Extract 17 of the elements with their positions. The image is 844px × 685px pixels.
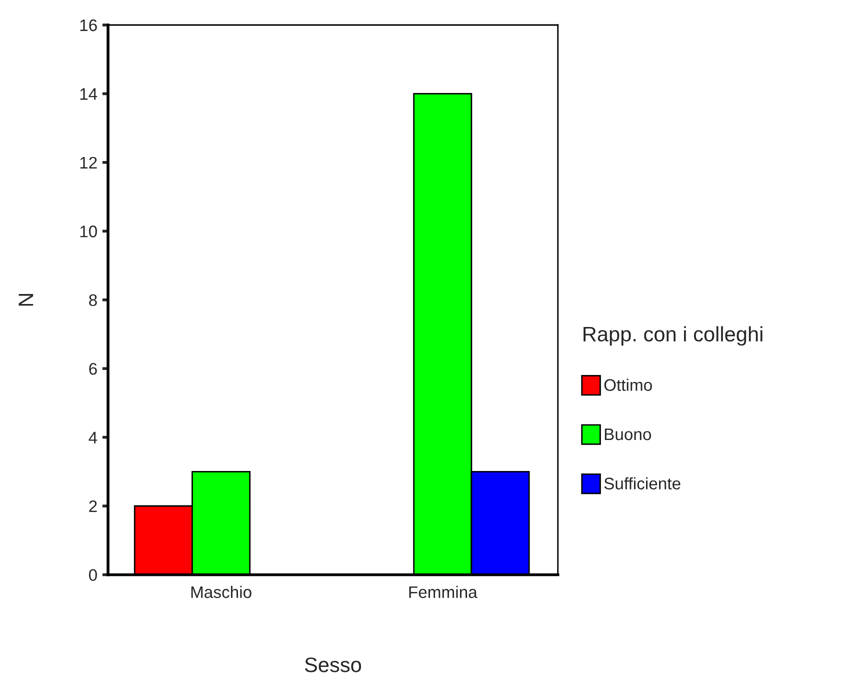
y-tick-label: 10 bbox=[80, 226, 97, 238]
legend-label: Buono bbox=[604, 428, 652, 440]
y-tick-label: 14 bbox=[80, 88, 98, 100]
legend-title: Rapp. con i colleghi bbox=[584, 326, 762, 346]
y-axis-title: N bbox=[18, 294, 34, 306]
y-tick-label: 6 bbox=[89, 362, 97, 375]
y-tick-label: 2 bbox=[89, 500, 97, 512]
x-axis-title: Sesso bbox=[304, 657, 362, 672]
y-tick-label: 16 bbox=[80, 19, 97, 32]
legend-label: Sufficiente bbox=[604, 477, 680, 490]
y-tick-label: 0 bbox=[89, 569, 97, 581]
x-tick-label: Femmina bbox=[409, 586, 478, 598]
legend-label: Ottimo bbox=[604, 378, 652, 391]
y-tick-label: 8 bbox=[89, 294, 97, 306]
y-tick-label: 12 bbox=[80, 156, 97, 168]
y-tick-label: 4 bbox=[88, 432, 98, 444]
x-tick-label: Maschio bbox=[191, 586, 252, 598]
